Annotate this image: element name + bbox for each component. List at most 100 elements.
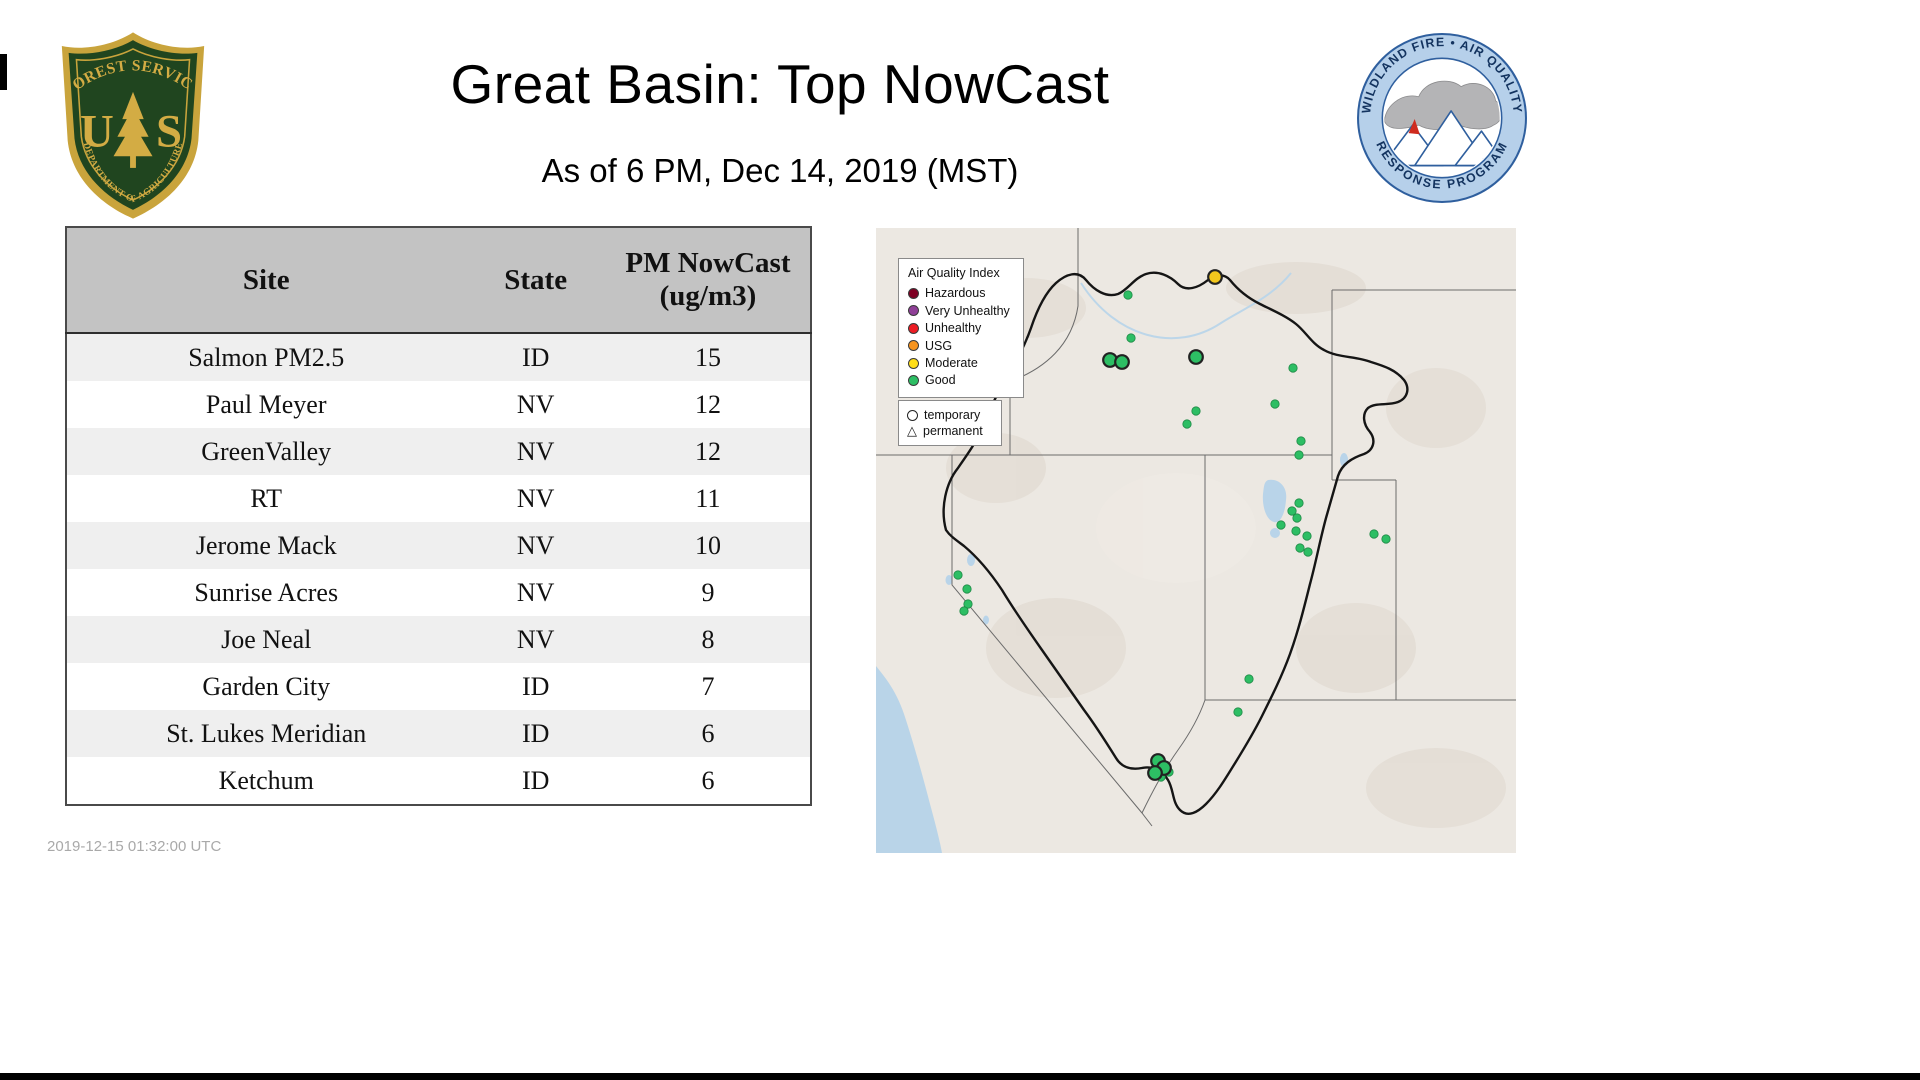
monitor-marker-good <box>1303 547 1313 557</box>
aqi-legend-item: USG <box>908 339 1014 353</box>
aqi-swatch <box>908 340 919 352</box>
site-cell: GreenValley <box>201 436 332 466</box>
monitor-marker-good <box>1369 529 1379 539</box>
site-cell: Jerome Mack <box>195 530 337 560</box>
map-panel: Air Quality Index Hazardous Very Unhealth… <box>876 228 1516 853</box>
monitor-markers <box>953 269 1391 782</box>
scan-edge-artifact-bottom <box>0 1073 1920 1080</box>
shield-inner-ring <box>75 48 191 201</box>
pine-tree-icon <box>113 91 153 168</box>
marker-type-label: temporary <box>924 408 981 422</box>
scan-edge-artifact-left <box>0 54 7 90</box>
site-cell: St. Lukes Meridian <box>166 718 367 748</box>
circle-marker-icon <box>907 409 918 421</box>
monitor-marker-good <box>1123 290 1133 300</box>
marker-type-legend: temporary permanent <box>898 400 1002 446</box>
table-row: Garden City ID 7 <box>66 663 811 710</box>
site-cell: Paul Meyer <box>205 389 327 419</box>
nowcast-table-header: Site State PM NowCast (ug/m3) <box>66 227 811 334</box>
value-cell: 6 <box>701 765 715 795</box>
pacific-ocean <box>876 666 942 853</box>
usfs-logo: FOREST SERVICE U S DEPARTMENT OF AGRICUL… <box>55 27 205 219</box>
fire-icon <box>1408 119 1420 135</box>
monitor-marker-good <box>963 599 973 609</box>
monitor-marker-good <box>1188 349 1204 365</box>
aqi-label: Moderate <box>925 355 978 370</box>
site-cell: RT <box>250 483 283 513</box>
header: Great Basin: Top NowCast As of 6 PM, Dec… <box>230 52 1330 190</box>
monitor-marker-good <box>1296 436 1306 446</box>
monitor-marker-good <box>1294 450 1304 460</box>
aqi-legend: Air Quality Index Hazardous Very Unhealth… <box>898 258 1024 398</box>
state-cell: ID <box>521 765 550 795</box>
monitor-marker-good <box>1302 531 1312 541</box>
usfs-monogram-s: S <box>156 105 182 157</box>
table-row: Ketchum ID 6 <box>66 757 811 805</box>
value-cell: 6 <box>701 718 715 748</box>
monitor-marker-good <box>1182 419 1192 429</box>
table-row: Sunrise Acres NV 9 <box>66 569 811 616</box>
triangle-marker-icon <box>907 424 917 438</box>
value-cell: 11 <box>695 483 721 513</box>
state-cell: NV <box>516 577 555 607</box>
state-cell: ID <box>521 671 550 701</box>
table-row: RT NV 11 <box>66 475 811 522</box>
aqi-legend-items: Hazardous Very Unhealthy Unhealthy USG Moder… <box>908 286 1014 387</box>
state-cell: ID <box>521 342 550 372</box>
monitor-marker-moderate <box>1207 269 1223 285</box>
page-title: Great Basin: Top NowCast <box>450 53 1110 115</box>
state-cell: NV <box>516 389 555 419</box>
monitor-marker-good <box>1233 707 1243 717</box>
monitor-marker-good <box>1244 674 1254 684</box>
marker-type-item: permanent <box>907 424 993 438</box>
monitor-marker-good <box>1276 520 1286 530</box>
value-cell: 8 <box>701 624 715 654</box>
monitor-marker-good <box>1287 506 1297 516</box>
aqi-swatch <box>908 322 919 334</box>
monitor-marker-good <box>1292 513 1302 523</box>
nowcast-table-body: Salmon PM2.5 ID 15 Paul Meyer NV 12 GreenValle… <box>66 333 811 805</box>
monitor-marker-good <box>1295 543 1305 553</box>
aqi-swatch <box>908 305 919 317</box>
column-header-pm-nowcast: PM NowCast (ug/m3) <box>605 227 811 334</box>
value-cell: 12 <box>694 389 721 419</box>
aqi-legend-item: Moderate <box>908 356 1014 370</box>
monitor-marker-good <box>1381 534 1391 544</box>
aqi-swatch <box>908 288 919 300</box>
column-header-state: State <box>465 227 606 334</box>
table-row: GreenValley NV 12 <box>66 428 811 475</box>
table-row: Joe Neal NV 8 <box>66 616 811 663</box>
site-cell: Ketchum <box>218 765 314 795</box>
site-cell: Salmon PM2.5 <box>188 342 345 372</box>
monitor-marker-good <box>953 570 963 580</box>
table-row: Salmon PM2.5 ID 15 <box>66 333 811 381</box>
wfaqrp-logo: WILDLAND FIRE • AIR QUALITY RESPONSE PRO… <box>1357 33 1527 203</box>
monitor-marker-good <box>1270 399 1280 409</box>
aqi-label: Unhealthy <box>925 321 982 336</box>
lakes <box>945 272 1348 625</box>
monitor-marker-good <box>1126 333 1136 343</box>
aqi-legend-title: Air Quality Index <box>908 266 1000 280</box>
value-cell: 9 <box>701 577 715 607</box>
aqi-legend-item: Hazardous <box>908 286 1014 300</box>
monitor-marker-good <box>1288 363 1298 373</box>
generation-timestamp: 2019-12-15 01:32:00 UTC <box>47 838 222 855</box>
aqi-swatch <box>908 374 919 386</box>
state-cell: ID <box>521 718 550 748</box>
table-row: St. Lukes Meridian ID 6 <box>66 710 811 757</box>
monitor-marker-good <box>1114 354 1130 370</box>
aqi-label: Hazardous <box>925 286 986 301</box>
state-cell: NV <box>516 483 555 513</box>
aqi-legend-item: Very Unhealthy <box>908 304 1014 318</box>
value-cell: 12 <box>694 436 721 466</box>
aqi-label: Good <box>925 373 956 388</box>
monitor-marker-good <box>962 584 972 594</box>
nowcast-table: Site State PM NowCast (ug/m3) Salmon PM2… <box>65 226 812 806</box>
aqi-swatch <box>908 357 919 369</box>
monitor-marker-good <box>1147 765 1163 781</box>
table-row: Jerome Mack NV 10 <box>66 522 811 569</box>
terrain-shading <box>946 262 1506 828</box>
column-header-site: Site <box>66 227 466 334</box>
state-cell: NV <box>516 624 555 654</box>
marker-type-item: temporary <box>907 408 993 422</box>
